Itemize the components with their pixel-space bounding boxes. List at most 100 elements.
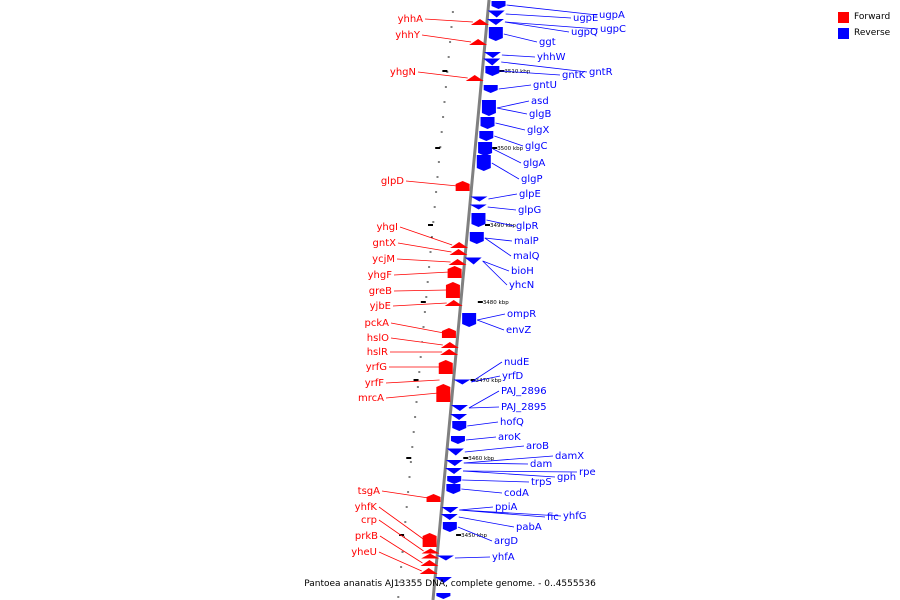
gene-feature: [450, 405, 468, 411]
gene-leader-line: [471, 375, 501, 383]
gene-label: yheU: [351, 547, 377, 558]
gene-leader-line: [486, 219, 515, 227]
gene-leader-line: [399, 226, 453, 246]
gene-feature: [465, 75, 484, 81]
gene-label: glgX: [527, 125, 549, 136]
genome-axis-line: [431, 0, 491, 600]
gene-leader-line: [405, 180, 458, 187]
genome-caption: Pantoea ananatis AJ13355 DNA, complete g…: [304, 579, 596, 589]
gene-label: PAJ_2896: [501, 386, 547, 397]
gene-leader-line: [468, 390, 500, 409]
legend-forward: Forward: [838, 9, 900, 25]
gene-feature: [483, 58, 501, 66]
gene-label: glgA: [523, 158, 545, 169]
gene-feature: [421, 548, 440, 554]
gene-label: ugpC: [600, 24, 626, 35]
gene-leader-line: [461, 488, 503, 494]
gene-feature: [422, 533, 437, 547]
gene-label: prkB: [355, 531, 378, 542]
gene-leader-line: [378, 551, 422, 572]
gene-leader-line: [463, 470, 556, 478]
gene-feature: [442, 522, 457, 532]
gene-leader-line: [396, 258, 451, 263]
gene-label: glgC: [525, 141, 547, 152]
gene-leader-line: [477, 319, 505, 331]
gene-feature: [481, 100, 496, 116]
scale-label: 3460 kbp: [468, 456, 494, 462]
gene-label: yhgF: [368, 270, 393, 281]
gene-label: yhhW: [537, 52, 566, 63]
gene-feature: [434, 577, 452, 583]
gene-leader-line: [468, 406, 500, 409]
gene-feature: [436, 555, 454, 561]
gene-label: hslO: [367, 333, 389, 344]
gene-leader-line: [496, 100, 530, 109]
gene-leader-line: [393, 289, 448, 292]
gene-leader-line: [385, 392, 439, 399]
gene-leader-line: [482, 260, 510, 272]
gene-label: yjbE: [370, 301, 391, 312]
gene-label: trpS: [531, 477, 552, 488]
gene-feature: [447, 266, 462, 278]
gene-label: gntR: [589, 67, 613, 78]
gene-label: nudE: [504, 357, 529, 368]
gene-label: bioH: [511, 266, 534, 277]
gene-leader-line: [484, 237, 512, 257]
gene-feature: [450, 414, 468, 420]
gene-feature: [476, 155, 491, 171]
scale-label: 3470 kbp: [476, 378, 502, 384]
gene-label: asd: [531, 96, 549, 107]
gene-feature: [471, 213, 486, 227]
gene-feature: [446, 448, 464, 456]
gene-feature: [487, 10, 505, 18]
gene-label: aroB: [526, 441, 549, 452]
gene-label: yhcN: [509, 280, 534, 291]
gene-label: crp: [361, 515, 377, 526]
gene-leader-line: [501, 61, 588, 73]
gene-leader-line: [381, 490, 429, 499]
gene-leader-line: [505, 13, 572, 19]
gene-feature: [452, 421, 467, 431]
gene-feature: [444, 300, 463, 306]
gene-leader-line: [390, 337, 443, 346]
gene-feature: [440, 514, 458, 520]
gene-leader-line: [421, 34, 472, 43]
gene-feature: [447, 476, 462, 484]
scale-label: 3480 kbp: [483, 300, 509, 306]
gene-leader-line: [390, 322, 445, 334]
gene-leader-line: [463, 470, 578, 473]
gene-label: mrcA: [358, 393, 384, 404]
gene-feature: [446, 484, 461, 494]
gene-feature: [449, 249, 468, 255]
gene-feature: [441, 507, 459, 513]
gene-label: argD: [494, 536, 518, 547]
scale-label: 3490 kbp: [490, 223, 516, 229]
gene-feature: [421, 553, 440, 559]
gene-leader-line: [378, 506, 425, 541]
gene-label: yhgN: [390, 67, 416, 78]
gene-feature: [491, 1, 506, 9]
gene-feature: [488, 27, 503, 41]
gene-label: aroK: [498, 432, 521, 443]
gene-feature: [462, 313, 477, 327]
gene-label: ompR: [507, 309, 536, 320]
reverse-swatch: [838, 27, 849, 39]
gene-leader-line: [488, 193, 518, 200]
gene-leader-line: [504, 21, 570, 33]
gene-leader-line: [487, 206, 517, 211]
gene-leader-line: [464, 445, 525, 453]
gene-label: hslR: [367, 347, 388, 358]
gene-label: glpG: [518, 205, 541, 216]
gene-label: yhhA: [398, 14, 424, 25]
gene-feature: [480, 117, 495, 129]
gene-leader-line: [467, 421, 499, 427]
gene-leader-line: [465, 436, 497, 441]
gene-label: yrfG: [366, 362, 387, 373]
gene-leader-line: [424, 18, 473, 23]
gene-leader-line: [385, 379, 440, 384]
gene-label: greB: [369, 286, 392, 297]
gene-label: hofQ: [500, 417, 524, 428]
gene-leader-line: [392, 302, 447, 307]
